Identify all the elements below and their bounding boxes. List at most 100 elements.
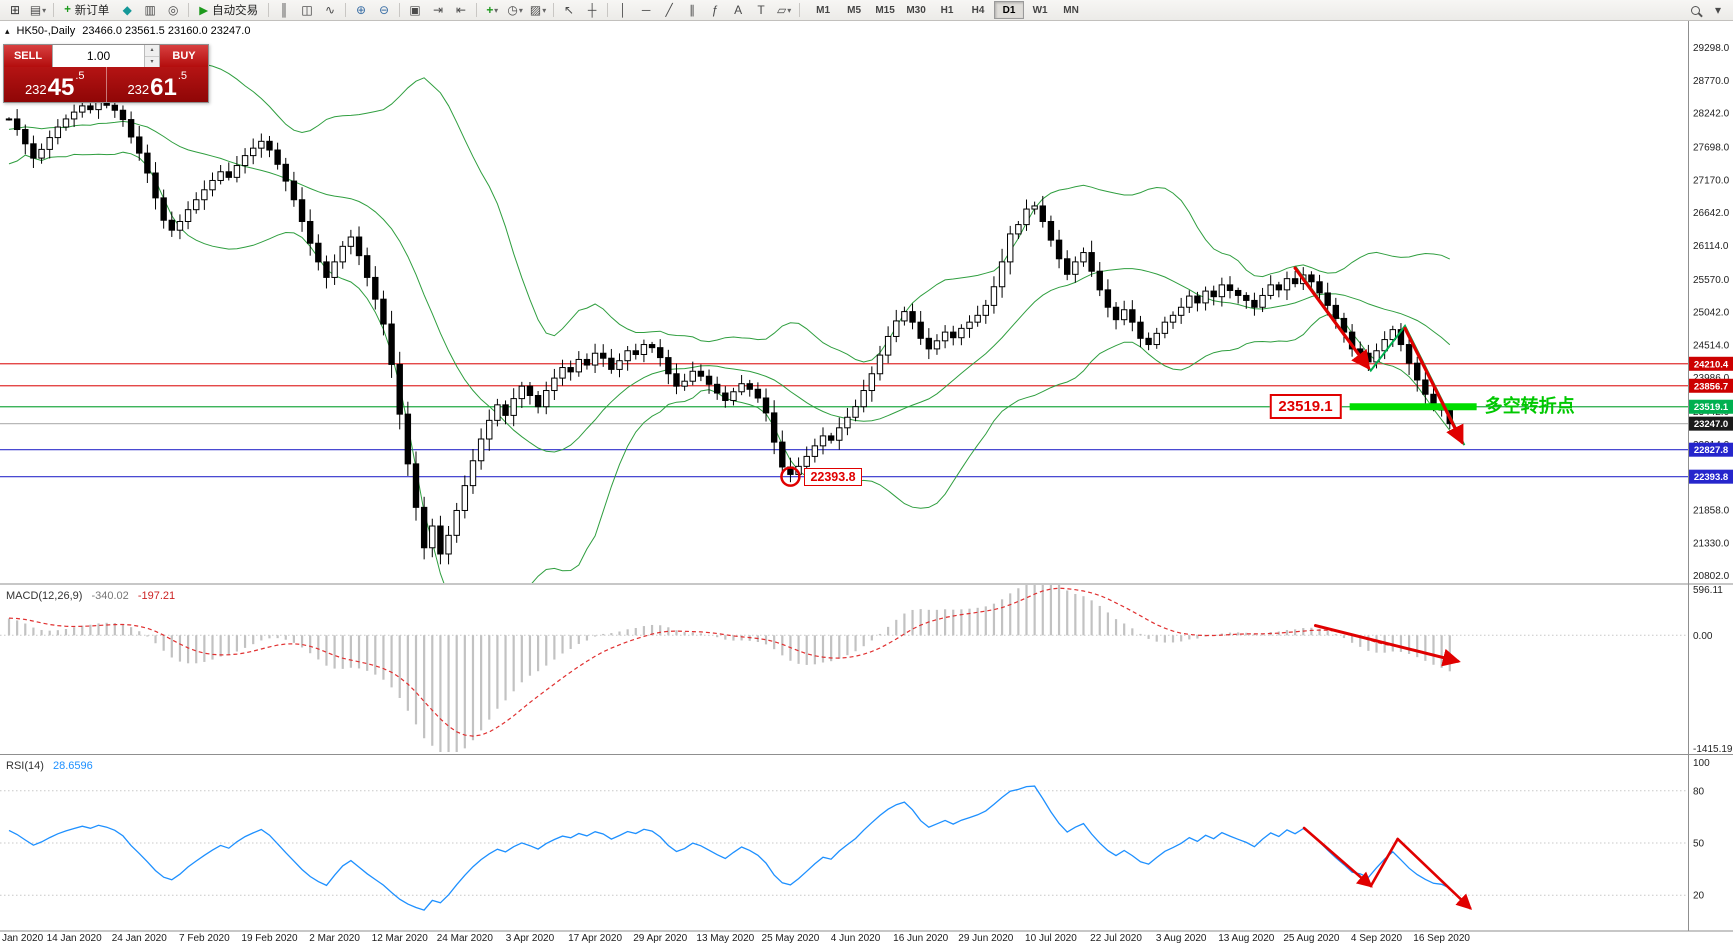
svg-text:2 Mar 2020: 2 Mar 2020 <box>309 933 360 944</box>
chevron-down-icon: ▾ <box>494 5 499 15</box>
price-tag-23247.0[interactable] <box>1689 416 1733 431</box>
horizontal-line-tool-icon[interactable]: ─ <box>641 3 651 17</box>
vertical-line-tool-icon[interactable]: │ <box>619 3 627 17</box>
bar-chart-mode-icon[interactable]: ║ <box>279 3 289 17</box>
trend-arrow-down[interactable] <box>1403 326 1464 445</box>
sell-button[interactable]: SELL <box>4 45 52 67</box>
timeframe-button-m5[interactable]: M5 <box>847 4 862 16</box>
sell-price-big-digits: 45 <box>47 74 75 101</box>
rsi-trend-arrow[interactable] <box>1302 826 1373 888</box>
pivot-annotation-text[interactable]: 多空转折点 <box>1484 395 1575 416</box>
label-tool-icon[interactable]: T <box>757 3 765 17</box>
svg-text:29 Apr 2020: 29 Apr 2020 <box>633 933 687 944</box>
rsi-trend-arrow[interactable] <box>1396 837 1473 910</box>
time-axis[interactable]: Jan 2020 14 Jan 2020 24 Jan 2020 7 Feb 2020… <box>2 933 1470 944</box>
price-tag-22393.8[interactable] <box>1689 469 1733 484</box>
metaeditor-icon[interactable]: ◆ <box>122 3 132 17</box>
rsi-trend-arrow[interactable] <box>1369 837 1399 888</box>
macd-trend-arrow[interactable] <box>1313 624 1461 667</box>
text-tool-icon[interactable]: A <box>734 3 743 17</box>
crash-low-circle[interactable] <box>780 466 801 487</box>
price-tag-23856.7[interactable] <box>1689 378 1733 393</box>
volume-field[interactable]: 1.00 ▴ ▾ <box>52 45 160 67</box>
zoom-out-icon[interactable]: ⊖ <box>379 3 390 17</box>
price-axis[interactable]: 29298.0 28770.0 28242.0 27698.0 27170.0 26642… <box>1689 43 1733 902</box>
price-tag-24210.4[interactable] <box>1689 356 1733 371</box>
svg-text:17 Apr 2020: 17 Apr 2020 <box>568 933 622 944</box>
new-order-button[interactable]: + 新订单 <box>58 2 115 19</box>
crash-low-price-label[interactable]: 22393.8 <box>804 467 862 486</box>
volume-value[interactable]: 1.00 <box>86 49 111 63</box>
buy-price-big-digits: 61 <box>150 74 177 101</box>
macd-name: MACD(12,26,9) <box>6 590 83 602</box>
sell-price-display[interactable]: 232 45 .5 <box>4 67 107 102</box>
periods-clock-glyph: ◷ <box>507 3 518 17</box>
alerts-icon[interactable]: ◎ <box>167 3 179 17</box>
svg-text:28242.0: 28242.0 <box>1693 109 1730 120</box>
templates-icon[interactable]: ▨ ▾ <box>527 2 549 19</box>
buy-button[interactable]: BUY <box>160 45 208 67</box>
macd-plot-layer[interactable] <box>0 579 1688 756</box>
new-chart-icon[interactable]: ⊞ <box>9 3 21 17</box>
crosshair-tool-icon[interactable]: ┼ <box>587 3 597 17</box>
timeframe-button-m30[interactable]: M30 <box>906 4 926 16</box>
timeframe-button-w1[interactable]: W1 <box>1032 4 1048 16</box>
chart-shift-icon[interactable]: ⇤ <box>456 3 467 17</box>
autotrading-button[interactable]: ▶ 自动交易 <box>193 2 264 19</box>
price-plot-layer[interactable] <box>5 63 1453 627</box>
fibonacci-tool-icon[interactable]: ƒ <box>711 3 719 17</box>
toolbar-separator <box>53 3 54 17</box>
trend-arrow-down[interactable] <box>1293 266 1371 371</box>
timeframe-button-h1[interactable]: H1 <box>940 4 954 16</box>
one-click-collapse-toggle[interactable]: ▴ <box>5 25 10 36</box>
candlestick-mode-icon[interactable]: ◫ <box>301 3 313 17</box>
pivot-price-label[interactable]: 23519.1 <box>1269 393 1342 419</box>
timeframe-button-m15[interactable]: M15 <box>875 4 895 16</box>
toolbar-overflow-icon[interactable]: ▾ <box>1714 3 1722 17</box>
svg-text:24210.4: 24210.4 <box>1694 359 1729 370</box>
svg-text:23519.1: 23519.1 <box>1694 402 1729 413</box>
channel-tool-icon[interactable]: ∥ <box>689 3 696 17</box>
timeframe-button-d1[interactable]: D1 <box>994 1 1025 19</box>
profiles-icon[interactable]: ▤ ▾ <box>27 2 49 19</box>
templates-glyph: ▨ <box>529 3 542 17</box>
rsi-pane-label: RSI(14) 28.6596 <box>6 760 93 772</box>
rsi-plot-layer[interactable] <box>0 785 1688 911</box>
timeframe-button-h4[interactable]: H4 <box>971 4 985 16</box>
rsi-current-value: 28.6596 <box>52 760 93 772</box>
periods-icon[interactable]: ◷ ▾ <box>504 2 526 19</box>
chevron-down-icon: ▾ <box>42 5 47 15</box>
volume-down-button[interactable]: ▾ <box>145 56 159 67</box>
zoom-in-icon[interactable]: ⊕ <box>356 3 367 17</box>
timeframe-button-mn[interactable]: MN <box>1063 4 1079 16</box>
indicators-icon[interactable]: + ▾ <box>481 2 503 19</box>
svg-text:10 Jul 2020: 10 Jul 2020 <box>1025 933 1077 944</box>
market-watch-icon[interactable]: ▥ <box>144 3 156 17</box>
shapes-tool-icon[interactable]: ▱ ▾ <box>773 2 795 19</box>
price-tag-22827.8[interactable] <box>1689 442 1733 457</box>
svg-text:26114.0: 26114.0 <box>1693 241 1729 252</box>
svg-text:0.00: 0.00 <box>1693 631 1713 642</box>
price-tag-23519.1[interactable] <box>1689 399 1733 414</box>
svg-text:16 Sep 2020: 16 Sep 2020 <box>1413 933 1470 944</box>
line-chart-mode-icon[interactable]: ∿ <box>325 3 336 17</box>
trendline-tool-icon[interactable]: ╱ <box>665 3 673 17</box>
search-icon[interactable] <box>1684 2 1706 19</box>
svg-text:23247.0: 23247.0 <box>1694 419 1728 430</box>
sell-price-decimal: .5 <box>75 70 85 82</box>
macd-signal-value: -197.21 <box>137 590 176 602</box>
volume-up-button[interactable]: ▴ <box>145 45 159 57</box>
cursor-tool-icon[interactable]: ↖ <box>564 3 575 17</box>
tile-windows-icon[interactable]: ▣ <box>409 3 421 17</box>
level-lines-layer[interactable] <box>0 363 1688 478</box>
buy-price-display[interactable]: 232 61 .5 <box>107 67 209 102</box>
timeframe-button-m1[interactable]: M1 <box>816 4 831 16</box>
svg-text:19 Feb 2020: 19 Feb 2020 <box>241 933 298 944</box>
timeframe-toolbar: M1 M5 M15 M30 H1 H4 D1 W1 MN <box>808 1 1086 19</box>
svg-text:14 Jan 2020: 14 Jan 2020 <box>47 933 102 944</box>
annotations-layer[interactable] <box>780 265 1477 910</box>
auto-scroll-icon[interactable]: ⇥ <box>433 3 444 17</box>
profiles-glyph: ▤ <box>29 3 42 17</box>
toolbar-separator <box>345 3 347 17</box>
